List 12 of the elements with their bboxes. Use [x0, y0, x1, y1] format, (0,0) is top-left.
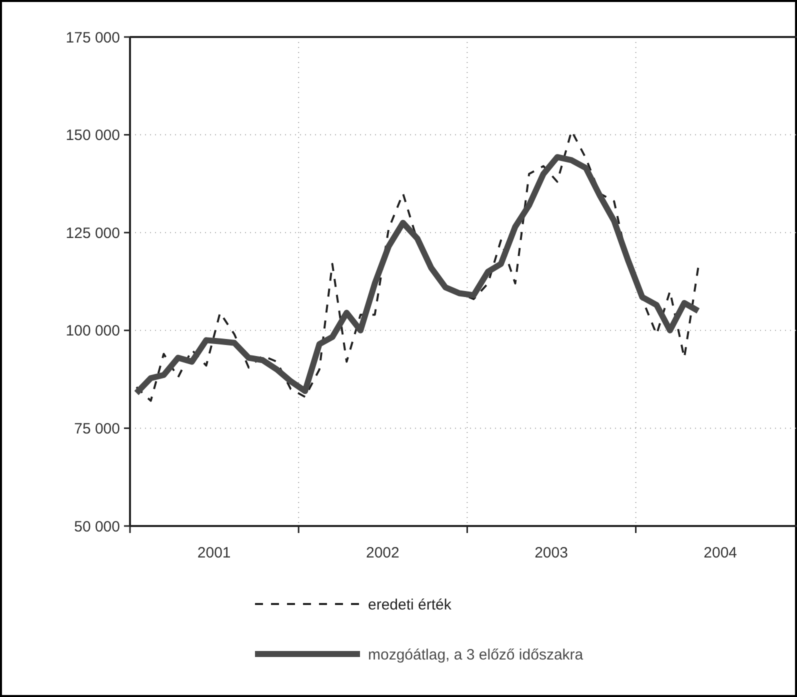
- y-tick-label: 100 000: [66, 322, 120, 340]
- text: mozgóátlag, a 3 előző időszakra: [368, 646, 584, 664]
- x-tick-label: 2001: [197, 544, 231, 562]
- y-tick-label: 50 000: [74, 518, 120, 536]
- x-tick-label: 2004: [704, 544, 738, 562]
- y-tick-label: 150 000: [66, 127, 120, 144]
- y-tick-label: 175 000: [66, 29, 120, 46]
- y-tick-label: 75 000: [74, 420, 120, 438]
- x-tick-label: 2002: [366, 544, 400, 562]
- y-tick-label: 125 000: [66, 224, 120, 242]
- x-tick-label: 2003: [534, 544, 568, 562]
- text: eredeti érték: [368, 596, 452, 614]
